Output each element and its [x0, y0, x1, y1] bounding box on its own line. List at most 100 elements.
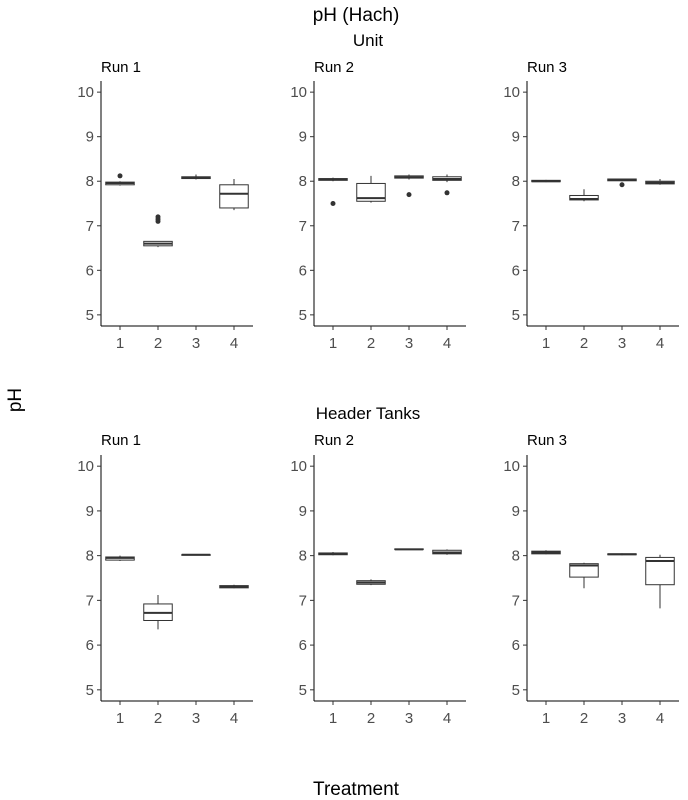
box-treatment-4 [432, 549, 462, 555]
box-treatment-1 [318, 552, 348, 556]
y-tick-label: 9 [512, 503, 520, 520]
panel-label: Run 2 [314, 59, 354, 76]
panel-label: Run 1 [101, 59, 141, 76]
x-tick-label: 1 [329, 335, 337, 352]
box-treatment-3 [394, 174, 424, 198]
y-tick-label: 7 [512, 592, 520, 609]
x-tick-label: 4 [230, 710, 238, 727]
box-treatment-3 [607, 178, 637, 188]
box-treatment-2 [569, 562, 599, 589]
x-tick-label: 1 [329, 710, 337, 727]
box-treatment-1 [105, 555, 135, 562]
panel-label: Run 2 [314, 432, 354, 449]
x-tick-label: 4 [230, 335, 238, 352]
y-tick-label: 5 [512, 682, 520, 699]
facet-panel: Run 1 5 6 7 8 9 10 1 2 3 4 [77, 432, 253, 727]
x-tick-label: 4 [656, 335, 664, 352]
panel-label: Run 3 [527, 432, 567, 449]
y-tick-label: 9 [86, 129, 94, 146]
outlier-point [330, 201, 336, 206]
y-tick-label: 5 [299, 682, 307, 699]
x-tick-label: 4 [443, 335, 451, 352]
y-tick-label: 9 [512, 129, 520, 146]
facet-panel: Run 3 5 6 7 8 9 10 1 2 3 4 [503, 59, 679, 352]
box-body [569, 563, 599, 578]
y-tick-label: 8 [299, 548, 307, 565]
y-tick-label: 6 [299, 637, 307, 654]
y-tick-label: 5 [86, 307, 94, 324]
box-treatment-4 [219, 179, 249, 211]
x-tick-label: 3 [192, 710, 200, 727]
y-tick-label: 6 [512, 637, 520, 654]
x-tick-label: 1 [542, 335, 550, 352]
y-tick-label: 7 [299, 218, 307, 235]
y-tick-label: 10 [290, 84, 307, 101]
box-treatment-1 [531, 550, 561, 555]
x-tick-label: 2 [154, 335, 162, 352]
box-treatment-2 [356, 175, 386, 203]
x-tick-label: 3 [405, 335, 413, 352]
x-tick-label: 1 [542, 710, 550, 727]
y-tick-label: 8 [86, 548, 94, 565]
box-treatment-2 [143, 594, 173, 630]
facet-section: Header Tanks Run 1 5 6 7 8 9 10 1 2 3 4 Run 2 5 6 7 8 9 10… [77, 404, 679, 727]
y-tick-label: 5 [299, 307, 307, 324]
outlier-point [619, 182, 625, 188]
x-tick-label: 2 [367, 335, 375, 352]
y-tick-label: 9 [86, 503, 94, 520]
section-title: Header Tanks [316, 404, 421, 423]
y-tick-label: 7 [86, 592, 94, 609]
box-treatment-4 [432, 174, 462, 196]
x-tick-label: 3 [192, 335, 200, 352]
x-tick-label: 3 [618, 335, 626, 352]
outlier-point [155, 214, 161, 220]
y-tick-label: 6 [299, 262, 307, 279]
box-treatment-4 [645, 554, 675, 609]
x-tick-label: 3 [405, 710, 413, 727]
y-tick-label: 8 [512, 548, 520, 565]
outlier-point [444, 190, 450, 196]
box-treatment-1 [318, 177, 348, 206]
y-tick-label: 9 [299, 503, 307, 520]
section-title: Unit [353, 31, 384, 50]
facet-panel: Run 2 5 6 7 8 9 10 1 2 3 4 [290, 59, 466, 352]
box-treatment-3 [394, 548, 424, 551]
y-axis-title: pH [5, 388, 26, 412]
y-tick-label: 10 [503, 84, 520, 101]
x-tick-label: 2 [154, 710, 162, 727]
y-tick-label: 7 [86, 218, 94, 235]
facet-panel: Run 3 5 6 7 8 9 10 1 2 3 4 [503, 432, 679, 727]
facet-panel: Run 1 5 6 7 8 9 10 1 2 3 4 [77, 59, 253, 352]
x-tick-label: 1 [116, 710, 124, 727]
facet-panel: Run 2 5 6 7 8 9 10 1 2 3 4 [290, 432, 466, 727]
x-tick-label: 3 [618, 710, 626, 727]
x-tick-label: 1 [116, 335, 124, 352]
x-tick-label: 2 [580, 335, 588, 352]
y-tick-label: 6 [86, 262, 94, 279]
y-tick-label: 10 [77, 458, 94, 475]
y-tick-label: 6 [86, 637, 94, 654]
box-treatment-3 [181, 553, 211, 556]
box-treatment-2 [143, 214, 173, 248]
x-tick-label: 2 [367, 710, 375, 727]
x-tick-label: 2 [580, 710, 588, 727]
y-tick-label: 10 [290, 458, 307, 475]
box-body [219, 184, 249, 209]
box-treatment-1 [105, 173, 135, 186]
y-tick-label: 10 [503, 458, 520, 475]
y-tick-label: 9 [299, 129, 307, 146]
box-treatment-2 [569, 189, 599, 202]
box-treatment-3 [607, 553, 637, 556]
box-treatment-4 [219, 584, 249, 589]
box-body [356, 182, 386, 202]
box-treatment-3 [181, 174, 211, 180]
box-treatment-2 [356, 579, 386, 586]
y-tick-label: 8 [86, 173, 94, 190]
y-tick-label: 8 [299, 173, 307, 190]
x-axis-title: Treatment [313, 779, 400, 800]
chart-title: pH (Hach) [313, 5, 400, 26]
box-treatment-4 [645, 179, 675, 185]
